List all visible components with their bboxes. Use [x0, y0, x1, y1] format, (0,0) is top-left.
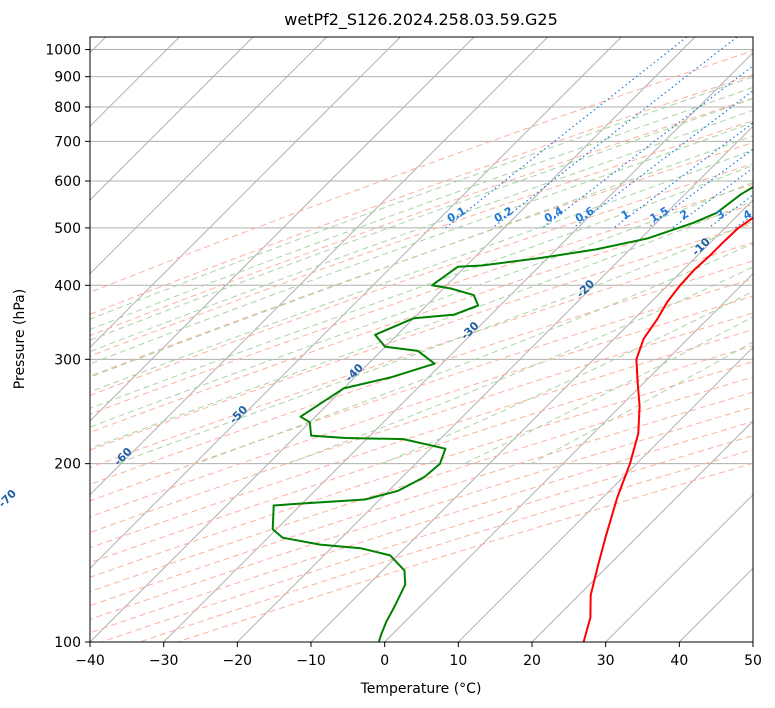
y-tick-label: 900: [54, 70, 81, 86]
dry-adiabat-line: [90, 260, 753, 485]
moist-adiabat-line: [90, 135, 753, 378]
moist-adiabat-line: [90, 164, 753, 409]
isotherm-line: [531, 420, 753, 642]
x-tick-label: −30: [149, 653, 179, 669]
tick-layer: −40 −30 −20 −10 0 10 20 30 40 50 100 200 300 400 500 60…: [45, 43, 762, 669]
y-tick-label: 700: [54, 134, 81, 150]
mixing-ratio-line: [647, 148, 753, 229]
isotherm-line: [605, 493, 753, 642]
mixing-ratio-line: [572, 89, 753, 229]
x-tick-label: −10: [296, 653, 326, 669]
x-tick-label: 30: [597, 653, 615, 669]
moist-adiabat-line: [90, 76, 753, 320]
plot-border: [89, 36, 754, 643]
mixing-ratio-line: [672, 167, 753, 229]
moist-adiabat-line: [196, 242, 753, 465]
dry-adiabat-line: [90, 329, 753, 549]
y-tick-label: 800: [54, 100, 81, 116]
dry-adiabat-line: [90, 120, 753, 357]
mixing-ratio-line: [492, 37, 738, 229]
moist-adiabat-line: [90, 181, 753, 428]
moist-adiabat-line: [90, 86, 753, 331]
x-tick-label: 0: [380, 653, 389, 669]
isotherm-line: [384, 272, 753, 642]
isotherm-line: [163, 51, 753, 642]
dry-adiabat-line: [90, 97, 753, 337]
isotherm-line: [90, 37, 549, 496]
isotherm-line: [90, 37, 401, 349]
dry-adiabat-line: [90, 278, 753, 502]
y-tick-label: 200: [54, 457, 81, 473]
isotherm-line: [90, 37, 622, 570]
y-tick-label: 500: [54, 221, 81, 237]
y-axis-title: Pressure (hPa): [12, 289, 28, 389]
moist-adiabat-line: [90, 122, 753, 365]
x-tick-label: −20: [223, 653, 253, 669]
x-axis-title: Temperature (°C): [360, 681, 482, 697]
x-tick-label: −40: [75, 653, 105, 669]
y-tick-label: 1000: [45, 43, 81, 59]
y-tick-label: 300: [54, 352, 81, 368]
mixing-ratio-line: [445, 37, 688, 229]
y-tick-label: 600: [54, 174, 81, 190]
moist-adiabat-line: [381, 290, 753, 465]
moist-adiabat-line: [90, 200, 753, 450]
x-tick-label: 20: [523, 653, 541, 669]
isotherm-line: [90, 37, 254, 201]
x-tick-label: 50: [744, 653, 762, 669]
isotherm-line: [752, 641, 753, 642]
moist-adiabat-line: [287, 266, 753, 465]
moist-adiabat-line: [90, 149, 753, 393]
x-tick-label: 40: [670, 653, 688, 669]
dry-adiabat-line: [90, 223, 753, 451]
temperature-profile-line: [582, 216, 753, 642]
dry-adiabat-line: [90, 391, 753, 607]
isotherm-line: [236, 125, 753, 642]
isotherm-line: [90, 37, 328, 275]
x-tick-label: 10: [449, 653, 467, 669]
mixing-ratio-layer: [445, 37, 753, 229]
isotherm-line: [457, 346, 753, 642]
profile-layer: [271, 185, 753, 642]
dewpoint-profile-line: [271, 185, 753, 642]
dry-adiabat-line: [90, 50, 753, 293]
y-tick-label: 400: [54, 278, 81, 294]
isotherm-line: [310, 199, 753, 642]
isotherm-line: [90, 37, 475, 422]
chart-title: wetPf2_S126.2024.258.03.59.G25: [284, 10, 558, 30]
isotherm-line: [90, 37, 696, 642]
dry-adiabat-line: [90, 163, 753, 396]
y-tick-label: 100: [54, 635, 81, 651]
isotherm-label: -70: [0, 487, 19, 510]
dry-adiabat-line: [90, 361, 753, 578]
moist-adiabat-line: [463, 316, 753, 465]
dry-adiabat-line: [90, 312, 753, 534]
adiabat-layer: [90, 50, 753, 642]
dry-adiabat-line: [90, 142, 753, 377]
grid-layer: [90, 37, 753, 642]
moist-adiabat-line: [90, 109, 753, 353]
dry-adiabat-line: [90, 74, 753, 315]
plot-frame: [89, 36, 754, 643]
